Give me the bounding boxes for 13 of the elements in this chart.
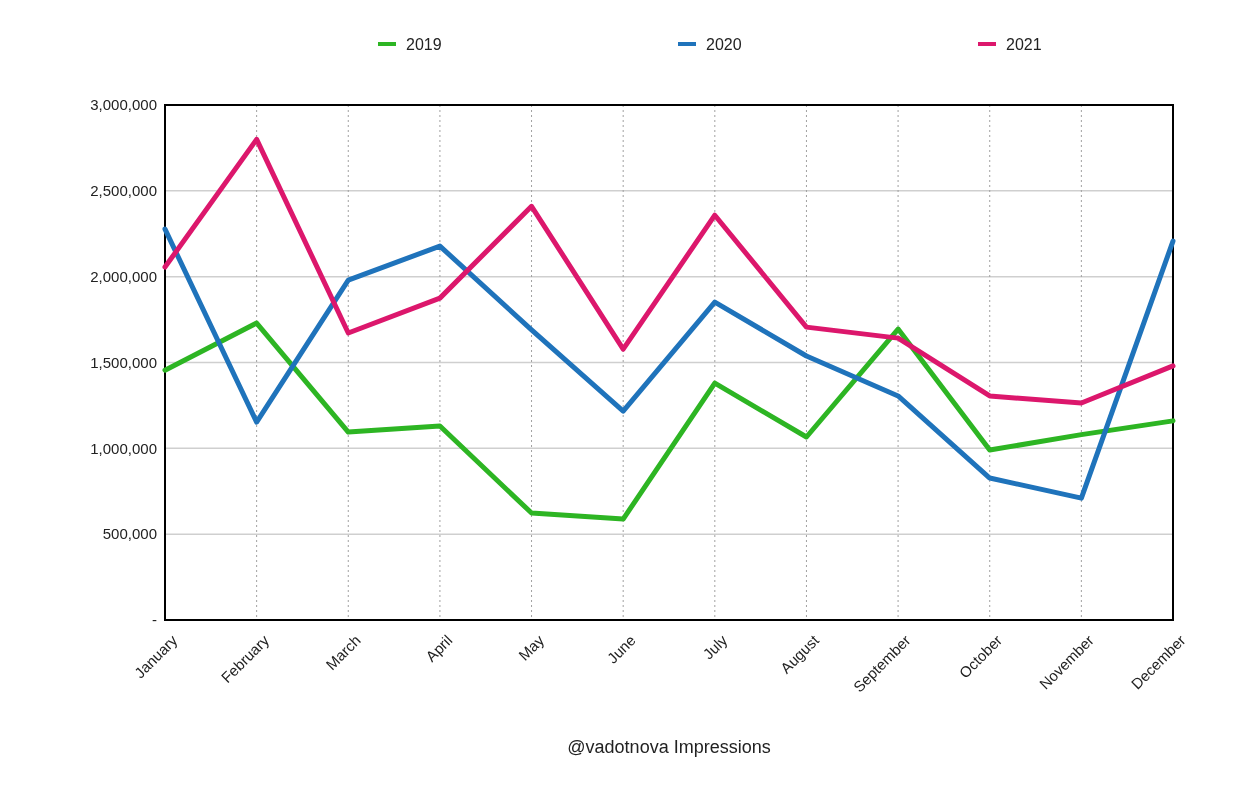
x-tick-label: July [699,631,731,663]
legend-label: 2021 [1006,35,1042,53]
text: @vadotnova Impressions [567,737,771,757]
legend-label: 2020 [706,35,742,53]
y-tick-label: 1,000,000 [90,439,157,457]
y-tick-label: 2,500,000 [90,182,157,200]
x-tick-label: May [515,631,548,664]
y-tick-label: 500,000 [102,525,157,543]
y-tick-label: - [152,611,157,629]
legend-label: 2019 [406,35,442,53]
y-tick-label: 1,500,000 [90,353,157,371]
y-tick-label: 2,000,000 [90,267,157,285]
y-tick-label: 3,000,000 [90,96,157,114]
